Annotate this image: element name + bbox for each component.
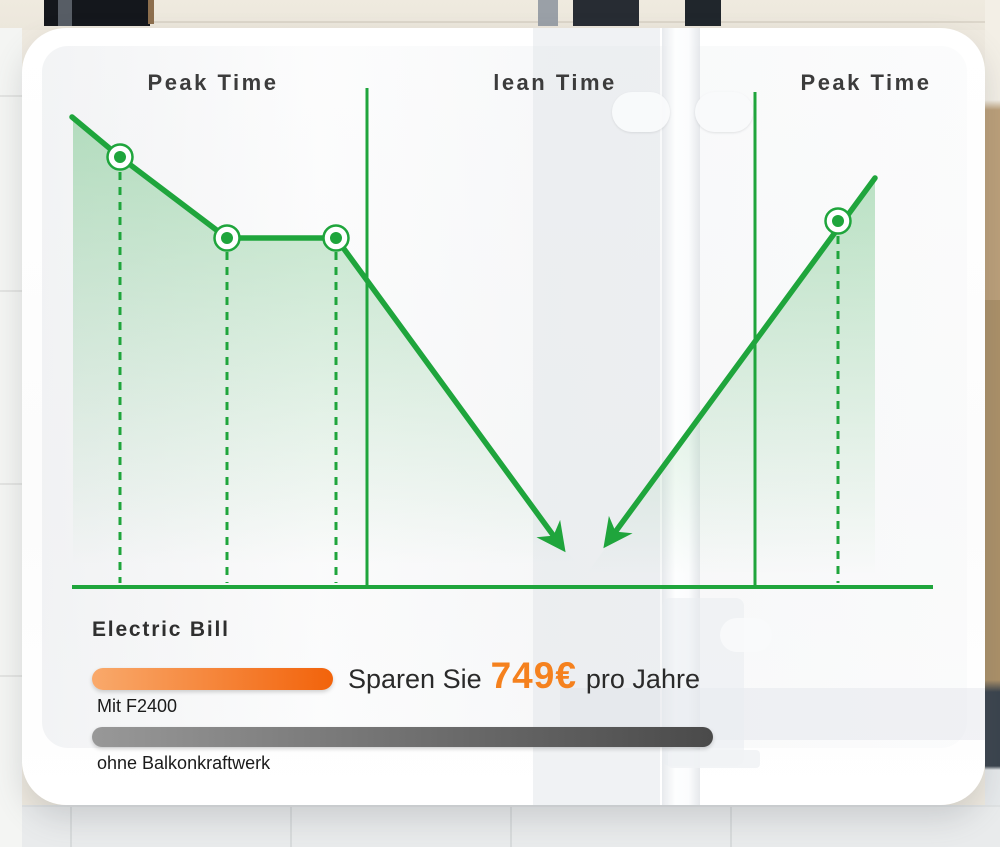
bill-title: Electric Bill bbox=[92, 618, 230, 641]
railing-clamp-icon bbox=[720, 618, 772, 652]
background-window-frame-right bbox=[685, 0, 721, 26]
background-post-gray bbox=[538, 0, 558, 26]
section-label-lean: lean Time bbox=[493, 70, 617, 95]
panel-inner-tint bbox=[42, 46, 967, 748]
bill-bar-without-label: ohne Balkonkraftwerk bbox=[97, 753, 271, 773]
savings-annotation: Sparen Sie 749€ pro Jahre bbox=[348, 655, 700, 697]
background-mount-foot-through-panel bbox=[668, 750, 760, 768]
background-window-frame-left bbox=[44, 0, 150, 26]
savings-amount: 749€ bbox=[490, 655, 577, 696]
background-door-strip bbox=[985, 0, 1000, 847]
section-label-peak-right: Peak Time bbox=[800, 70, 932, 95]
railing-clamp-icon bbox=[695, 92, 753, 132]
bill-bar-with-f2400 bbox=[92, 668, 333, 690]
tile-grout bbox=[70, 807, 72, 847]
savings-prefix: Sparen Sie bbox=[348, 664, 482, 694]
bill-bar-without-balkonkraftwerk bbox=[92, 727, 713, 747]
tile-grout bbox=[0, 483, 22, 485]
background-wood-edge bbox=[148, 0, 154, 24]
tile-grout bbox=[0, 290, 22, 292]
tile-grout bbox=[510, 807, 512, 847]
background-wall-top bbox=[0, 0, 1000, 30]
bill-bar-with-label: Mit F2400 bbox=[97, 696, 178, 716]
background-tile-wall-left bbox=[0, 28, 22, 847]
tile-grout bbox=[0, 675, 22, 677]
savings-suffix: pro Jahre bbox=[585, 664, 700, 694]
tile-grout bbox=[0, 95, 22, 97]
tile-grout bbox=[290, 807, 292, 847]
background-tile-floor bbox=[0, 805, 1000, 847]
background-window-frame-mid bbox=[573, 0, 639, 26]
section-label-peak-left: Peak Time bbox=[147, 70, 279, 95]
railing-clamp-icon bbox=[612, 92, 670, 132]
tile-grout bbox=[730, 807, 732, 847]
